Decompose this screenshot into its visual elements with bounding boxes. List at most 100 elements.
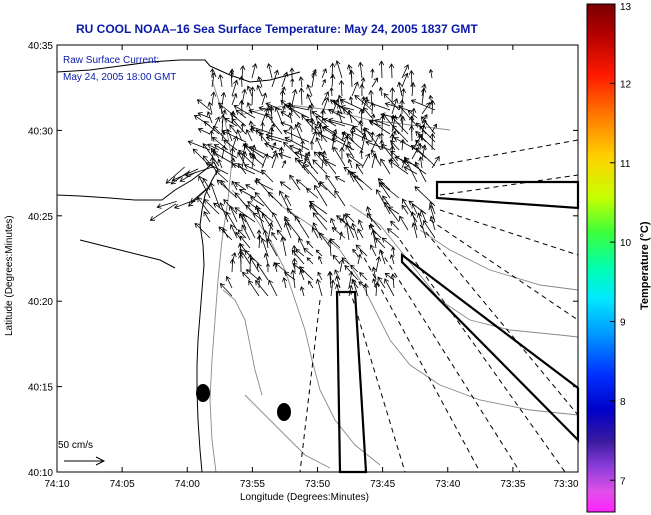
current-arrow xyxy=(368,119,391,135)
current-arrow xyxy=(322,117,346,127)
current-arrow xyxy=(401,204,409,215)
current-arrow xyxy=(287,104,301,119)
current-arrow xyxy=(328,117,355,127)
colorbar-tick-label: 12 xyxy=(620,79,632,90)
current-arrow xyxy=(265,262,271,273)
current-arrow xyxy=(315,249,323,257)
current-arrow xyxy=(384,278,395,297)
current-arrow xyxy=(241,224,251,241)
current-arrow xyxy=(248,152,265,167)
current-arrow xyxy=(280,111,292,119)
current-arrow xyxy=(255,279,269,297)
y-axis-label: Latitude (Degrees:Minutes) xyxy=(4,215,15,336)
current-arrow xyxy=(374,118,391,127)
current-arrow xyxy=(283,215,292,231)
current-arrow xyxy=(342,107,364,127)
current-arrow xyxy=(165,166,185,184)
current-arrow xyxy=(211,136,229,151)
current-arrow xyxy=(410,81,416,97)
current-arrow xyxy=(210,71,217,88)
current-arrow xyxy=(373,282,380,297)
current-arrow xyxy=(212,151,238,167)
colorbar-tick-label: 13 xyxy=(620,2,632,13)
current-arrow xyxy=(239,235,251,249)
current-arrow xyxy=(317,271,323,281)
current-arrow xyxy=(318,151,337,175)
y-tick-label: 40:35 xyxy=(28,41,53,52)
current-arrow xyxy=(384,272,395,281)
current-arrow xyxy=(311,227,319,239)
current-arrow xyxy=(314,184,328,207)
current-arrow xyxy=(241,150,248,169)
current-arrow xyxy=(241,271,251,281)
current-arrow xyxy=(238,188,256,199)
current-arrow xyxy=(334,189,346,207)
current-arrow xyxy=(298,76,304,88)
current-arrow xyxy=(357,219,364,231)
current-arrow xyxy=(284,222,292,239)
current-arrow xyxy=(267,221,274,241)
current-arrow xyxy=(248,280,260,297)
current-arrow xyxy=(411,222,418,239)
current-arrow xyxy=(381,237,395,249)
current-arrow xyxy=(332,254,341,265)
current-arrow xyxy=(357,228,364,239)
current-arrow xyxy=(379,139,385,151)
current-arrow xyxy=(363,283,369,297)
current-arrow xyxy=(294,157,310,175)
current-arrow xyxy=(399,99,405,114)
current-arrow xyxy=(303,164,319,183)
current-arrow xyxy=(401,72,409,88)
current-arrow xyxy=(284,136,310,151)
current-arrow xyxy=(281,159,287,169)
current-arrow xyxy=(242,143,265,159)
current-arrow xyxy=(197,112,211,119)
current-arrow xyxy=(340,98,364,111)
current-arrow xyxy=(261,212,274,231)
current-arrow xyxy=(306,84,313,97)
current-arrow xyxy=(295,248,305,257)
current-arrow xyxy=(246,85,253,97)
current-arrow xyxy=(237,229,247,239)
current-arrow xyxy=(190,185,211,203)
current-arrow xyxy=(421,101,431,115)
current-arrow xyxy=(230,112,247,127)
current-arrow xyxy=(351,278,359,297)
current-arrow xyxy=(218,226,233,241)
colorbar-tick-label: 9 xyxy=(620,318,626,329)
current-arrow xyxy=(320,108,326,124)
current-arrow xyxy=(384,201,400,223)
current-arrow xyxy=(391,116,409,135)
current-arrow xyxy=(262,229,269,249)
current-arrow xyxy=(285,218,301,239)
x-axis-ticks: 74:10 74:05 74:00 73:55 73:50 73:45 73:40 73:35… xyxy=(44,45,579,490)
current-arrow xyxy=(203,211,211,223)
current-arrow xyxy=(231,92,238,106)
current-arrow xyxy=(256,229,262,241)
current-arrow xyxy=(364,99,391,111)
current-arrow xyxy=(245,204,256,215)
x-tick-label: 73:45 xyxy=(370,479,395,490)
current-arrow xyxy=(238,99,245,115)
current-arrow xyxy=(283,129,310,143)
current-arrow xyxy=(213,202,229,215)
current-arrow xyxy=(271,69,279,88)
current-arrow xyxy=(291,88,298,106)
current-arrow xyxy=(312,212,328,231)
current-arrow xyxy=(267,191,283,207)
current-arrow xyxy=(245,129,253,142)
current-arrow xyxy=(272,211,283,231)
x-axis-label: Longitude (Degrees:Minutes) xyxy=(240,492,369,503)
current-arrow xyxy=(291,249,305,265)
current-arrow xyxy=(249,127,265,135)
current-arrow xyxy=(350,130,373,143)
current-arrow xyxy=(420,87,427,106)
current-arrow xyxy=(410,144,427,159)
current-arrow xyxy=(389,254,395,265)
current-arrow xyxy=(401,198,418,223)
current-arrow xyxy=(339,231,343,241)
current-arrow xyxy=(376,189,391,215)
current-arrow xyxy=(289,67,295,79)
current-arrow xyxy=(271,152,279,169)
current-arrow xyxy=(420,116,436,135)
